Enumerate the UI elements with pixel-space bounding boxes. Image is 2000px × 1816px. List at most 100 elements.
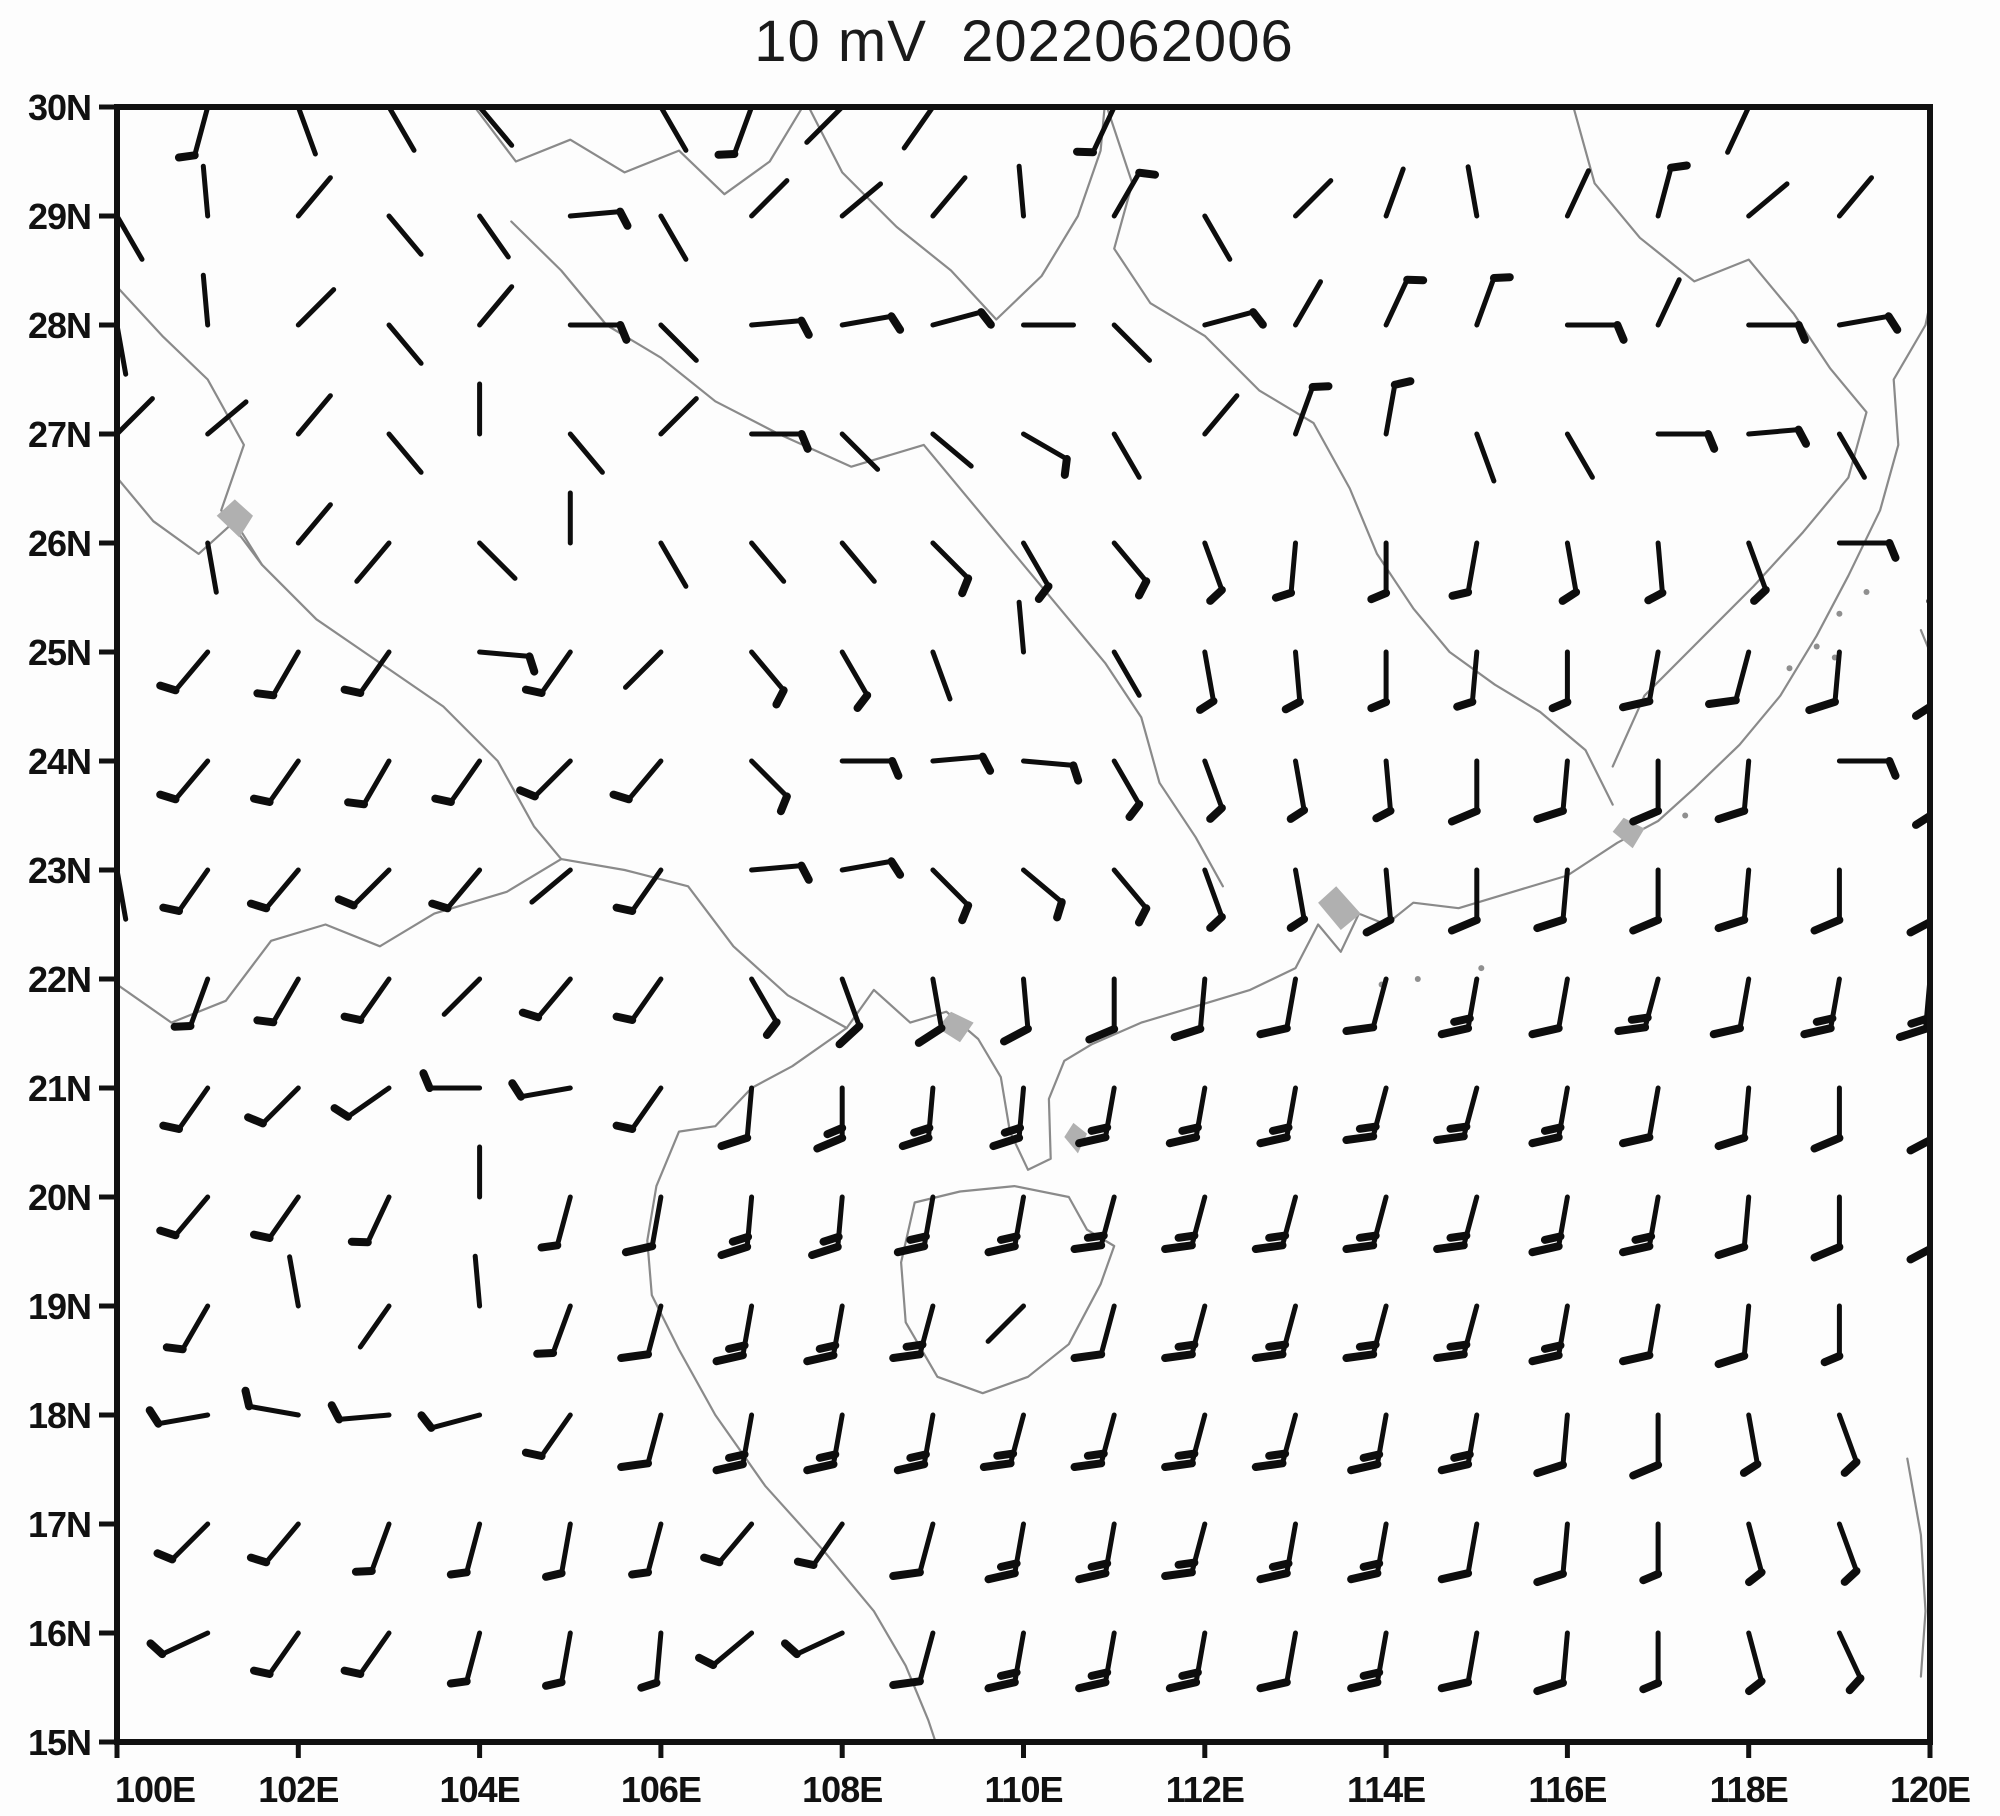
barb-feather (1446, 1231, 1471, 1242)
barb-shaft (917, 1521, 936, 1575)
barb-shaft (559, 1521, 573, 1576)
wind-barb (1895, 976, 1930, 1042)
barb-feather (1945, 1567, 1955, 1580)
barb-shaft (1111, 170, 1142, 219)
wind-barb (1383, 275, 1428, 328)
wind-barb (1629, 1412, 1663, 1480)
wind-barb (893, 1739, 936, 1794)
y-tick-label: 17N (28, 1504, 91, 1545)
barb-feather (1281, 697, 1304, 714)
wind-barb (1202, 758, 1226, 823)
wind-barb (793, 1521, 845, 1569)
barb-feather (984, 1242, 1019, 1257)
barb-feather (327, 1401, 344, 1424)
wind-barb (984, 1194, 1026, 1257)
wind-barb (567, 107, 576, 110)
wind-barb (658, 213, 689, 262)
wind-barb (808, 1194, 845, 1260)
barb-shaft (263, 867, 301, 911)
wind-barb (1548, 649, 1572, 713)
wind-barb (1111, 431, 1142, 480)
barb-shaft (645, 1303, 664, 1357)
barb-feather (893, 1790, 920, 1794)
wind-barb (1286, 758, 1309, 823)
barb-shaft (1560, 867, 1570, 923)
barb-feather (1399, 57, 1415, 59)
barb-feather (419, 1069, 434, 1092)
barb-feather (889, 1350, 924, 1362)
barb-feather (542, 1569, 566, 1581)
barb-feather (93, 592, 109, 596)
wind-barb (244, 1085, 301, 1128)
barb-shaft (472, 1253, 483, 1309)
island-dot (1813, 643, 1820, 650)
barb-shaft (176, 1085, 211, 1132)
y-tick-label: 30N (28, 87, 91, 128)
barb-feather (174, 151, 199, 162)
barb-shaft (1383, 277, 1410, 328)
barb-feather (712, 1460, 747, 1475)
barb-shaft (1111, 867, 1149, 911)
barb-feather (1750, 586, 1770, 605)
barb-feather (1935, 481, 1947, 492)
barb-feather (1060, 455, 1071, 479)
barb-shaft (930, 175, 968, 219)
wind-barb (246, 1521, 301, 1567)
wind-barb (914, 976, 946, 1047)
barb-shaft (930, 976, 944, 1031)
barb-feather (1800, 1024, 1835, 1039)
wind-barb (1619, 1194, 1661, 1257)
barb-shaft (117, 1630, 120, 1638)
wind-barb (658, 540, 689, 589)
barb-shaft (1021, 758, 1076, 768)
wind-barb (1614, 976, 1661, 1035)
barb-feather (1372, 806, 1395, 823)
barb-feather (1347, 1678, 1382, 1693)
barb-feather (246, 899, 271, 913)
wind-barb (117, 396, 155, 437)
barb-feather (1840, 1567, 1861, 1586)
wind-barb (1906, 1085, 1930, 1155)
barb-feather (1437, 1460, 1473, 1475)
wind-barb (156, 649, 211, 695)
barb-shaft (930, 431, 974, 469)
barb-shaft (1746, 427, 1801, 437)
wind-barb (354, 540, 392, 584)
y-tick-label: 25N (28, 632, 91, 673)
barb-feather (997, 1559, 1021, 1571)
barb-feather (1533, 1460, 1567, 1478)
barb-feather (1627, 1013, 1652, 1024)
barb-shaft (626, 758, 664, 802)
barb-feather (1619, 1242, 1654, 1257)
axis-layer: 30N 29N 28N 27N 26N 25N 24N 23N 22N 21N 20N 19N 18N 1… (28, 87, 1971, 1810)
plot-frame (114, 104, 1933, 1745)
barb-feather (1359, 1559, 1384, 1571)
barb-shaft (1016, 163, 1026, 219)
y-tick-label: 19N (28, 1286, 91, 1327)
wind-barb (1714, 1303, 1752, 1369)
barb-feather (1433, 1241, 1468, 1253)
barb-feather (1135, 904, 1151, 927)
wind-barb (1655, 161, 1691, 219)
wind-barb (1070, 1194, 1117, 1253)
barb-shaft (1733, 649, 1752, 703)
barb-feather (700, 1553, 724, 1567)
wind-barb (1271, 540, 1298, 602)
wind-barb (1705, 649, 1752, 708)
wind-barb (1075, 1630, 1117, 1693)
barb-feather (717, 1242, 752, 1260)
barb-shaft (1111, 322, 1152, 363)
barb-feather (1629, 807, 1663, 826)
wind-barb (749, 861, 813, 884)
wind-barb (477, 213, 511, 260)
wind-barb (1433, 1303, 1480, 1362)
island-dot (1682, 812, 1689, 819)
wind-barb (477, 284, 515, 328)
barb-shaft (1293, 107, 1299, 110)
barb-shaft (1560, 1412, 1570, 1468)
barb-shaft (567, 431, 605, 475)
barb-shaft (1741, 1194, 1752, 1250)
barb-feather (1885, 757, 1900, 780)
wind-barb (386, 431, 424, 475)
barb-feather (1256, 1133, 1291, 1148)
